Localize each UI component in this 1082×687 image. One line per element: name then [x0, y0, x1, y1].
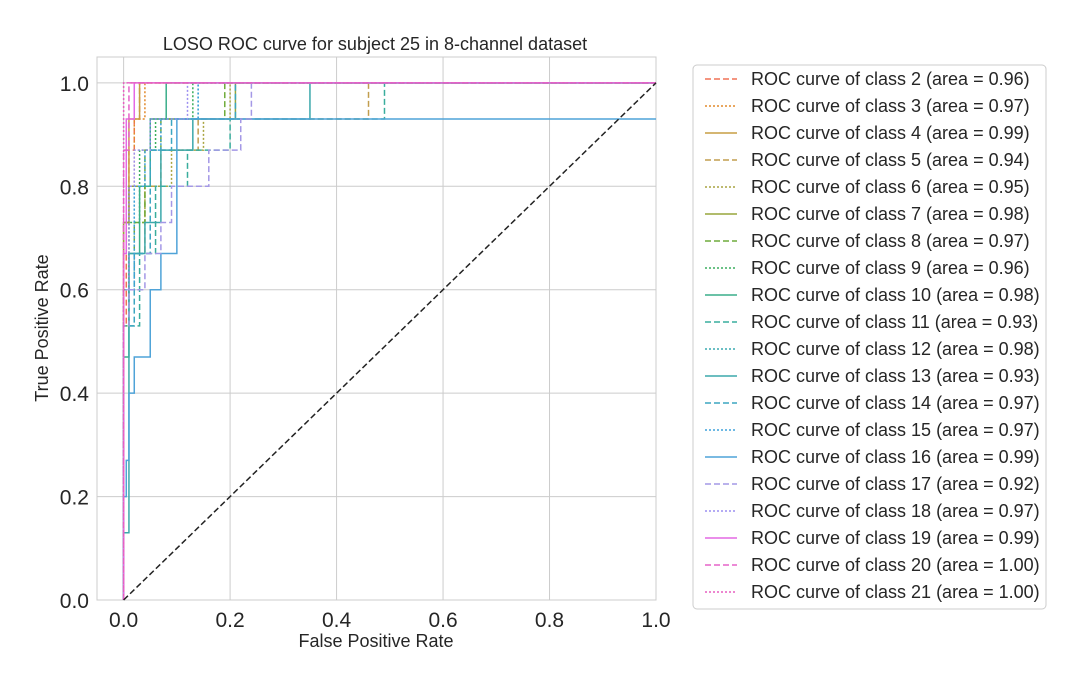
roc-line-class-18	[122, 82, 656, 600]
x-tick-label: 0.0	[109, 609, 138, 632]
roc-line-class-20	[122, 82, 656, 600]
legend-entry-label: ROC curve of class 13 (area = 0.93)	[751, 366, 1040, 386]
y-tick-label: 0.8	[60, 176, 89, 199]
x-tick-label: 0.4	[322, 609, 352, 632]
legend-entry-label: ROC curve of class 3 (area = 0.97)	[751, 96, 1030, 116]
x-tick-label: 0.8	[535, 609, 564, 632]
x-tick-label: 1.0	[641, 609, 670, 632]
series-layer	[122, 82, 657, 601]
chart-title: LOSO ROC curve for subject 25 in 8-chann…	[163, 34, 587, 54]
legend-entry-label: ROC curve of class 7 (area = 0.98)	[751, 204, 1030, 224]
legend-entry-label: ROC curve of class 9 (area = 0.96)	[751, 258, 1030, 278]
legend-entry-label: ROC curve of class 11 (area = 0.93)	[751, 312, 1038, 332]
y-tick-label: 1.0	[60, 73, 89, 96]
chance-diagonal-line	[123, 82, 657, 601]
y-tick-label: 0.2	[60, 487, 89, 510]
y-axis-label: True Positive Rate	[32, 254, 52, 401]
plot-area	[96, 56, 657, 601]
y-tick-label: 0.0	[60, 590, 89, 613]
x-axis-label: False Positive Rate	[298, 631, 453, 651]
legend-entry-label: ROC curve of class 16 (area = 0.99)	[751, 447, 1040, 467]
y-tick-label: 0.4	[60, 383, 90, 406]
legend-entry-label: ROC curve of class 8 (area = 0.97)	[751, 231, 1030, 251]
legend-entry-label: ROC curve of class 2 (area = 0.96)	[751, 69, 1030, 89]
x-tick-label: 0.2	[215, 609, 244, 632]
roc-line-class-17	[122, 82, 656, 600]
legend-entry-label: ROC curve of class 4 (area = 0.99)	[751, 123, 1030, 143]
y-tick-label: 0.6	[60, 280, 89, 303]
legend-entry-label: ROC curve of class 21 (area = 1.00)	[751, 582, 1040, 602]
legend-entry-label: ROC curve of class 10 (area = 0.98)	[751, 285, 1040, 305]
legend-entry-label: ROC curve of class 6 (area = 0.95)	[751, 177, 1030, 197]
legend-entry-label: ROC curve of class 14 (area = 0.97)	[751, 393, 1040, 413]
roc-line-class-21	[122, 82, 656, 600]
tick-labels: 0.0 0.2 0.4 0.6 0.8 1.0 0.0 0.2 0.4 0.6 0.8 1.0	[60, 73, 671, 632]
legend-entry-label: ROC curve of class 18 (area = 0.97)	[751, 501, 1040, 521]
legend: ROC curve of class 2 (area = 0.96) ROC cu…	[692, 64, 1047, 610]
legend-entry-label: ROC curve of class 19 (area = 0.99)	[751, 528, 1040, 548]
roc-line-class-16	[122, 118, 656, 600]
legend-entry-label: ROC curve of class 15 (area = 0.97)	[751, 420, 1040, 440]
legend-box	[692, 64, 1047, 610]
legend-entry-label: ROC curve of class 12 (area = 0.98)	[751, 339, 1040, 359]
x-tick-label: 0.6	[428, 609, 457, 632]
legend-entry-label: ROC curve of class 5 (area = 0.94)	[751, 150, 1030, 170]
roc-line-class-14	[122, 82, 656, 600]
legend-entry-label: ROC curve of class 20 (area = 1.00)	[751, 555, 1040, 575]
legend-entry-label: ROC curve of class 17 (area = 0.92)	[751, 474, 1040, 494]
